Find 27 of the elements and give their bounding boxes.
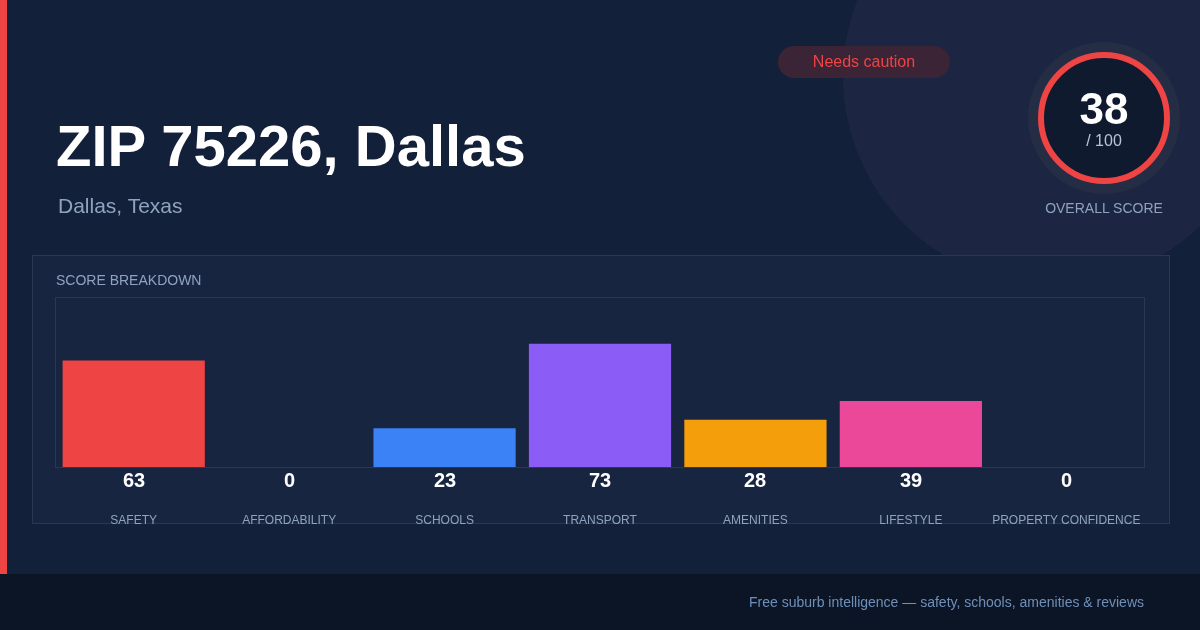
bar (839, 401, 982, 467)
x-tick-label: SCHOOLS (415, 513, 474, 528)
x-tick-label: SAFETY (110, 513, 158, 528)
bar (684, 419, 827, 467)
text: 38 (1078, 84, 1130, 134)
data-label: 0 (284, 469, 296, 491)
data-label: 23 (434, 469, 457, 491)
text: OVERALL SCORE (1044, 200, 1164, 216)
chart-title: ZIP 75226, Dallas (56, 112, 526, 179)
text: Free suburb intelligence — safety, schools, amenities & reviews (748, 594, 1144, 610)
data-label: 63 (123, 469, 146, 491)
x-tick-label: AFFORDABILITY (242, 513, 337, 528)
chart-subtitle: Dallas, Texas (58, 194, 183, 218)
bar (373, 428, 516, 467)
text: SCORE BREAKDOWN (56, 272, 202, 288)
data-label: 73 (589, 469, 612, 491)
x-tick-label: PROPERTY CONFIDENCE (992, 513, 1141, 528)
data-label: 0 (1061, 469, 1073, 491)
data-label: 28 (744, 469, 767, 491)
x-tick-label: LIFESTYLE (879, 513, 943, 528)
text: / 100 (1085, 132, 1123, 150)
x-tick-label: AMENITIES (723, 513, 788, 528)
x-tick-label: TRANSPORT (563, 513, 638, 528)
bar (528, 343, 672, 467)
text: Needs caution (778, 46, 950, 78)
bar (62, 360, 205, 467)
data-label: 39 (900, 469, 923, 491)
